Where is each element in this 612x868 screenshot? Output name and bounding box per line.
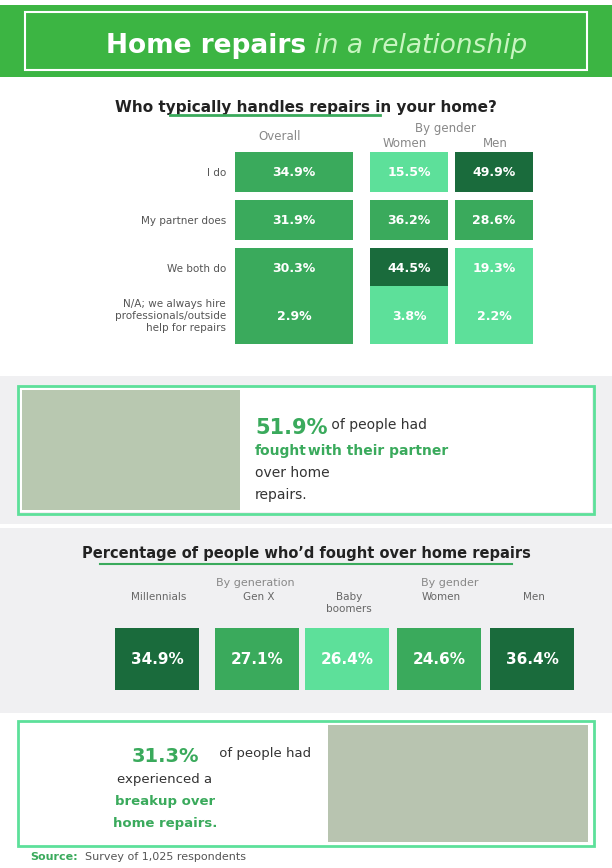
Bar [115, 628, 199, 690]
Bar [235, 286, 353, 344]
Text: 34.9%: 34.9% [130, 652, 184, 667]
Text: Millennials: Millennials [132, 592, 187, 602]
Text: 51.9%: 51.9% [255, 418, 327, 438]
Text: 2.2%: 2.2% [477, 310, 512, 323]
Bar [25, 12, 587, 70]
Text: of people had: of people had [327, 418, 427, 432]
Text: Source:: Source: [30, 852, 78, 862]
Text: By gender: By gender [421, 578, 479, 588]
Text: 24.6%: 24.6% [412, 652, 466, 667]
Bar [370, 248, 448, 288]
Text: 26.4%: 26.4% [321, 652, 373, 667]
Bar [0, 376, 612, 524]
Bar [215, 628, 299, 690]
Bar [18, 721, 594, 846]
Text: Home repairs: Home repairs [106, 33, 306, 59]
Bar [235, 152, 353, 192]
Text: N/A; we always hire
professionals/outside
help for repairs: N/A; we always hire professionals/outsid… [115, 299, 226, 332]
Text: 36.2%: 36.2% [387, 214, 431, 227]
Text: of people had: of people had [215, 747, 311, 760]
Bar [20, 723, 592, 844]
Bar [490, 628, 574, 690]
Text: 49.9%: 49.9% [472, 167, 516, 180]
Text: 30.3%: 30.3% [272, 262, 316, 275]
Text: fought: fought [255, 444, 307, 458]
Text: Baby
boomers: Baby boomers [326, 592, 372, 614]
Text: in a relationship: in a relationship [306, 33, 528, 59]
Bar [20, 388, 592, 512]
Text: Percentage of people who’d fought over home repairs: Percentage of people who’d fought over h… [81, 546, 531, 561]
Bar [455, 152, 533, 192]
Text: 28.6%: 28.6% [472, 214, 516, 227]
Text: 44.5%: 44.5% [387, 262, 431, 275]
Text: 34.9%: 34.9% [272, 167, 316, 180]
Text: experienced a: experienced a [118, 773, 212, 786]
Bar [370, 152, 448, 192]
Text: with their partner: with their partner [303, 444, 448, 458]
Text: 31.9%: 31.9% [272, 214, 316, 227]
Bar [0, 5, 612, 77]
Bar [397, 628, 481, 690]
Text: We both do: We both do [166, 264, 226, 274]
Text: Women: Women [383, 137, 427, 150]
Text: 31.3%: 31.3% [131, 747, 199, 766]
Bar [235, 248, 353, 288]
Text: 15.5%: 15.5% [387, 167, 431, 180]
Bar [0, 528, 612, 713]
Bar [455, 248, 533, 288]
Text: over home: over home [255, 466, 330, 480]
Text: 27.1%: 27.1% [231, 652, 283, 667]
Text: 19.3%: 19.3% [472, 262, 516, 275]
Bar [0, 77, 612, 372]
Bar [18, 386, 594, 514]
Text: My partner does: My partner does [141, 216, 226, 226]
Text: I do: I do [207, 168, 226, 178]
Text: By generation: By generation [215, 578, 294, 588]
Bar [0, 713, 612, 858]
Text: Women: Women [422, 592, 461, 602]
Bar [235, 200, 353, 240]
Text: 36.4%: 36.4% [506, 652, 558, 667]
Text: Men: Men [523, 592, 545, 602]
Bar [370, 286, 448, 344]
Bar [455, 200, 533, 240]
Text: 3.8%: 3.8% [392, 310, 426, 323]
Text: Who typically handles repairs in your home?: Who typically handles repairs in your ho… [115, 100, 497, 115]
Bar [370, 200, 448, 240]
Text: Overall: Overall [259, 130, 301, 143]
Text: Men: Men [483, 137, 507, 150]
Text: repairs.: repairs. [255, 488, 308, 502]
Text: breakup over: breakup over [115, 795, 215, 808]
Text: 2.9%: 2.9% [277, 310, 312, 323]
Text: Survey of 1,025 respondents: Survey of 1,025 respondents [85, 852, 246, 862]
Text: By gender: By gender [414, 122, 476, 135]
Bar [455, 286, 533, 344]
Bar [22, 390, 240, 510]
Bar [305, 628, 389, 690]
Text: Gen X: Gen X [243, 592, 275, 602]
Bar [328, 725, 588, 842]
Text: home repairs.: home repairs. [113, 817, 217, 830]
